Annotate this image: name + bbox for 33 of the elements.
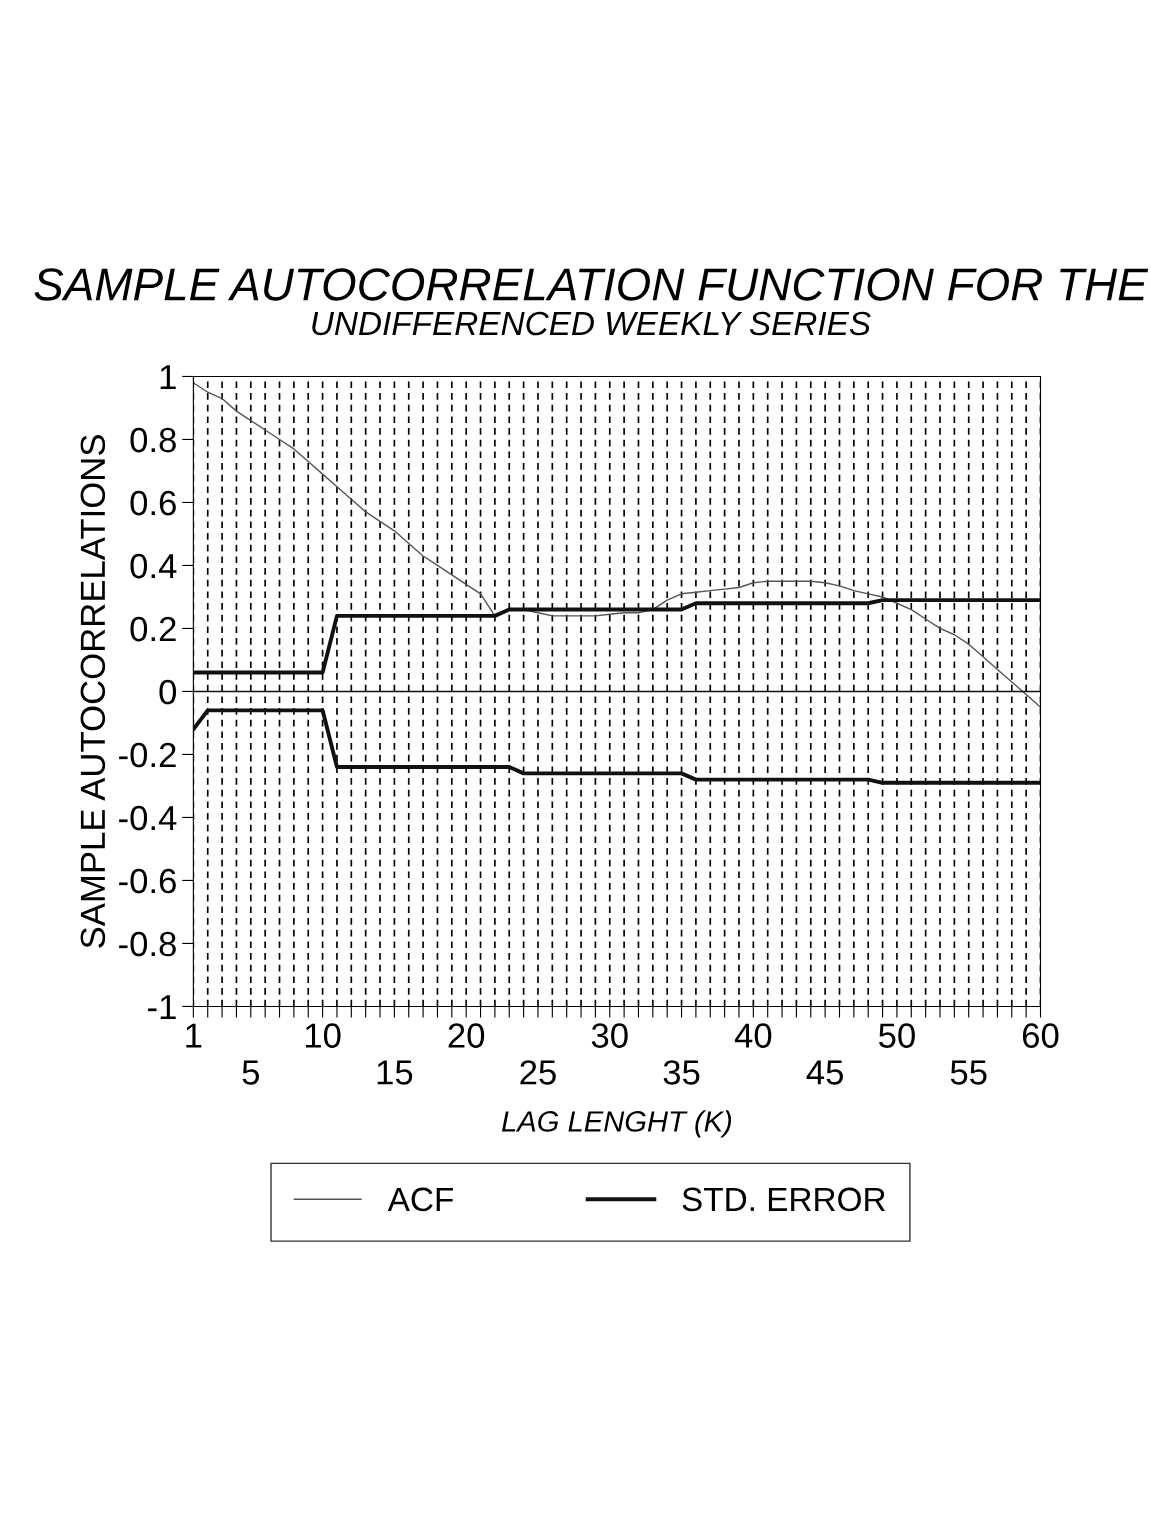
x2-tick-label: 25 xyxy=(520,1060,556,1085)
x-tick-label: 50 xyxy=(879,1023,915,1048)
x2-tick-label: 35 xyxy=(663,1060,700,1085)
y-tick-label: 1 xyxy=(160,365,176,390)
y-tick-label: 0.8 xyxy=(130,427,176,453)
line-series xyxy=(193,598,1041,675)
chart-subtitle: UNDIFFERENCED WEEKLY SERIES xyxy=(312,311,871,336)
legend-label: ACF xyxy=(387,1187,454,1212)
y-tick-label: -1 xyxy=(148,995,176,1020)
line-series xyxy=(193,382,1041,708)
x2-tick-label: 55 xyxy=(950,1060,987,1085)
x2-tick-label: 5 xyxy=(242,1060,259,1085)
x-tick-label: 1 xyxy=(186,1023,202,1048)
chart-title: SAMPLE AUTOCORRELATION FUNCTION FOR THE xyxy=(34,268,1149,301)
y-tick-label: -0.2 xyxy=(119,742,176,768)
legend-label: STD. ERROR xyxy=(682,1187,886,1212)
x-tick-label: 30 xyxy=(591,1023,628,1048)
y-tick-label: 0 xyxy=(159,679,177,705)
x2-tick-label: 15 xyxy=(377,1060,413,1085)
x2-tick-label: 45 xyxy=(806,1060,843,1085)
y-tick-label: 0.2 xyxy=(130,616,176,642)
y-axis-title: SAMPLE AUTOCORRELATIONS xyxy=(80,435,106,948)
y-tick-label: -0.6 xyxy=(119,868,176,894)
x-tick-label: 20 xyxy=(448,1023,485,1048)
x-tick-label: 40 xyxy=(734,1023,772,1048)
x-tick-label: 10 xyxy=(305,1023,341,1048)
y-tick-label: -0.8 xyxy=(119,931,176,957)
x-tick-label: 60 xyxy=(1022,1023,1059,1048)
y-tick-label: 0.4 xyxy=(130,553,177,579)
y-tick-label: 0.6 xyxy=(130,490,176,516)
line-series xyxy=(193,708,1041,785)
y-tick-label: -0.4 xyxy=(119,805,177,831)
x-axis-title: LAG LENGHT (K) xyxy=(501,1110,732,1138)
